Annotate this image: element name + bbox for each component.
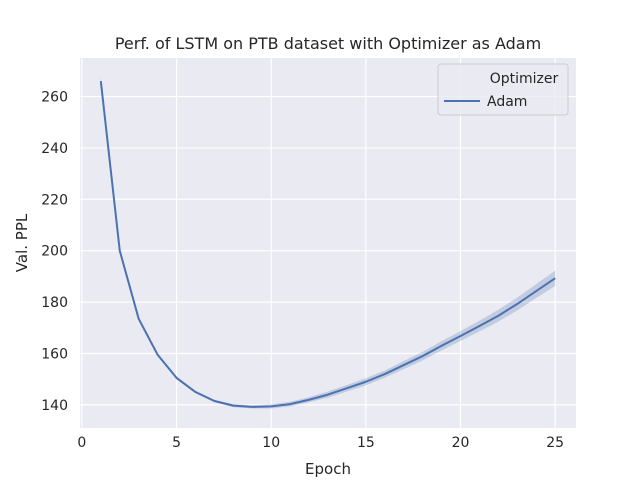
y-axis-label: Val. PPL [13,213,31,272]
x-tick-label: 10 [262,435,280,451]
y-tick-label: 180 [41,295,68,311]
x-tick-label: 0 [77,435,86,451]
x-tick-label: 20 [452,435,470,451]
x-tick-label: 25 [546,435,564,451]
y-tick-label: 260 [41,90,68,106]
chart-title: Perf. of LSTM on PTB dataset with Optimi… [115,34,541,53]
legend-title: Optimizer [490,71,559,87]
x-tick-label: 15 [357,435,375,451]
y-tick-label: 200 [41,244,68,260]
y-tick-label: 220 [41,192,68,208]
legend-entry-adam: Adam [487,94,527,110]
y-tick-label: 160 [41,346,68,362]
plot-area [80,58,576,428]
series-layer [99,75,556,409]
x-tick-label: 5 [172,435,181,451]
series-line-adam [99,81,556,408]
legend: Optimizer Adam [437,63,569,116]
y-gridlines [80,95,576,406]
y-tick-label: 140 [41,398,68,414]
y-tick-label: 240 [41,141,68,157]
x-axis-label: Epoch [305,460,351,478]
y-tick-labels: 140 160 180 200 220 240 260 [41,90,68,414]
x-tick-labels: 0 5 10 15 20 25 [77,435,564,451]
x-gridlines [81,58,556,428]
legend-box [437,63,569,116]
